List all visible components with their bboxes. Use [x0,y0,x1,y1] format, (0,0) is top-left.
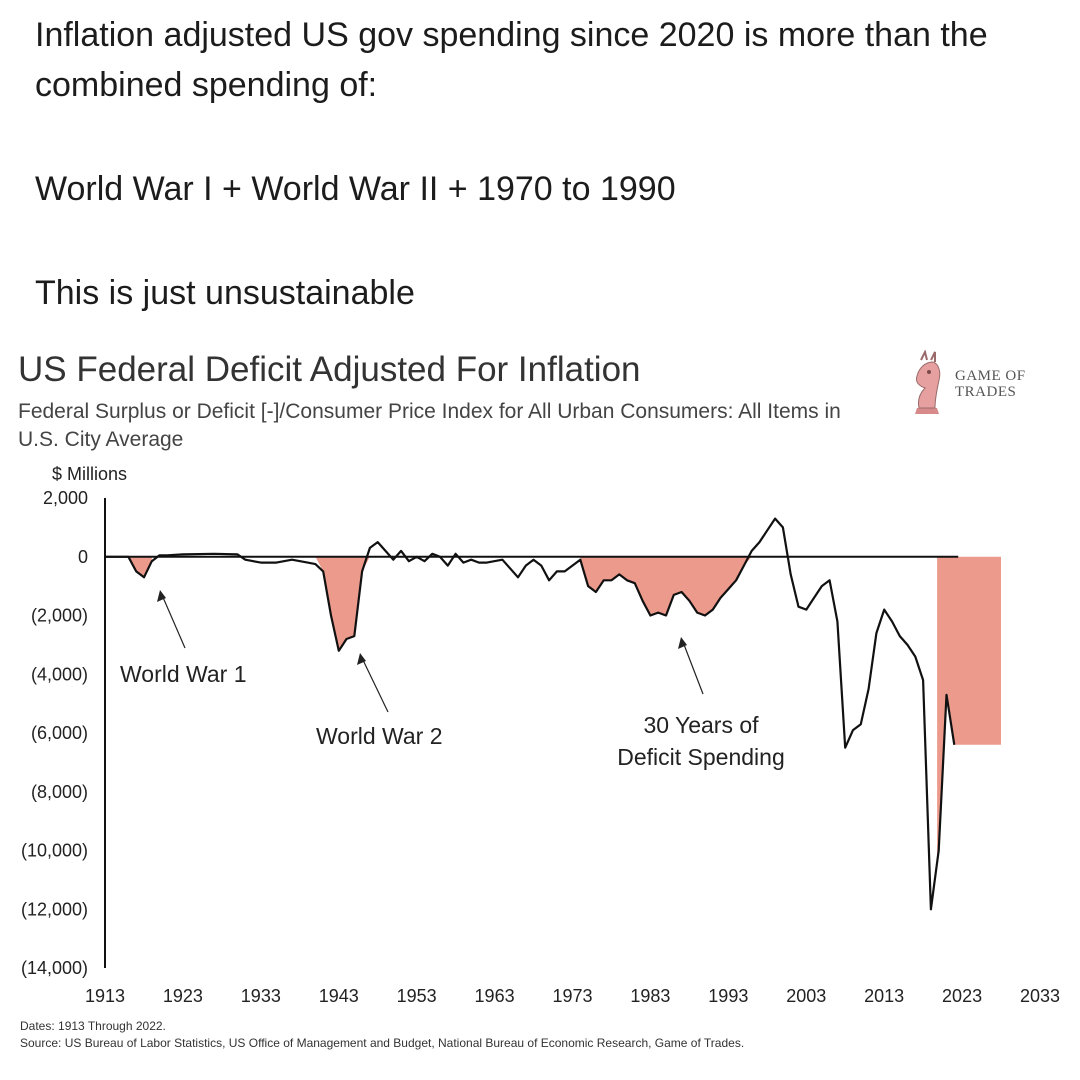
y-tick-label: 2,000 [43,488,88,508]
annotation-ww1: World War 1 [120,590,247,687]
x-tick-label: 2033 [1020,986,1060,1006]
deficit-chart: $ Millions 2,000 0 (2,000) (4,000) (6,000) (8… [21,464,1060,1006]
post-line-1: Inflation adjusted US gov spending since… [35,16,988,104]
logo-line-1: GAME OF [955,368,1026,384]
shaded-region [580,556,768,616]
post-line-3: This is just unsustainable [35,274,415,312]
footer-dates: Dates: 1913 Through 2022. [20,1019,166,1033]
x-tick-label: 1963 [475,986,515,1006]
y-tick-label: (14,000) [21,958,88,978]
chart-title: US Federal Deficit Adjusted For Inflatio… [18,350,641,389]
shaded-region [937,556,1001,863]
y-tick-labels: 2,000 0 (2,000) (4,000) (6,000) (8,000) (10,00… [21,488,88,978]
x-tick-label: 2013 [864,986,904,1006]
y-tick-label: 0 [78,547,88,567]
annotation-ww2: World War 2 [316,653,443,749]
x-tick-label: 1923 [163,986,203,1006]
logo-line-2: TRADES [955,384,1017,400]
chart-subtitle: Federal Surplus or Deficit [-]/Consumer … [18,400,841,451]
annotation-arrowhead-ww2 [357,653,366,665]
annotation-ww1-label: World War 1 [120,661,247,687]
x-tick-labels: 1913 1923 1933 1943 1953 1963 1973 1983 1993 2003… [85,986,1060,1006]
y-axis-unit-label: $ Millions [52,464,127,484]
annotation-deficit-30y: 30 Years of Deficit Spending [617,637,785,770]
post-gap [35,214,1055,268]
x-tick-label: 1983 [630,986,670,1006]
y-tick-label: (12,000) [21,899,88,919]
game-of-trades-logo: GAME OF TRADES [905,350,1035,420]
annotation-arrow-deficit-30y [682,641,704,695]
post-gap [35,110,1055,164]
footer-source: Source: US Bureau of Labor Statistics, U… [20,1036,745,1050]
logo-text: GAME OF TRADES [955,368,1026,400]
x-tick-label: 2003 [786,986,826,1006]
x-tick-label: 1913 [85,986,125,1006]
annotation-deficit-30y-line-2: Deficit Spending [617,744,785,770]
y-tick-label: (10,000) [21,841,88,861]
shaded-region [315,556,370,651]
knight-chess-icon [915,350,941,414]
y-tick-label: (6,000) [31,723,88,743]
x-tick-label: 2023 [942,986,982,1006]
annotation-arrow-ww1 [161,594,186,649]
annotation-ww2-label: World War 2 [316,723,443,749]
post-line-2: World War I + World War II + 1970 to 199… [35,170,676,208]
post-text: Inflation adjusted US gov spending since… [35,10,1055,318]
annotation-arrow-ww2 [361,657,389,713]
x-tick-label: 1993 [708,986,748,1006]
x-tick-label: 1933 [241,986,281,1006]
annotation-arrowhead-deficit-30y [678,637,687,649]
annotation-arrowhead-ww1 [157,590,166,602]
y-tick-label: (4,000) [31,664,88,684]
chart-container: US Federal Deficit Adjusted For Inflatio… [0,340,1080,1080]
y-tick-label: (2,000) [31,606,88,626]
shaded-regions [128,556,1001,863]
x-tick-label: 1953 [397,986,437,1006]
annotation-deficit-30y-line-1: 30 Years of [643,712,759,738]
x-tick-label: 1973 [552,986,592,1006]
y-tick-label: (8,000) [31,782,88,802]
chart-footer: Dates: 1913 Through 2022. Source: US Bur… [20,1018,744,1052]
deficit-series-line [105,517,956,911]
x-tick-label: 1943 [319,986,359,1006]
